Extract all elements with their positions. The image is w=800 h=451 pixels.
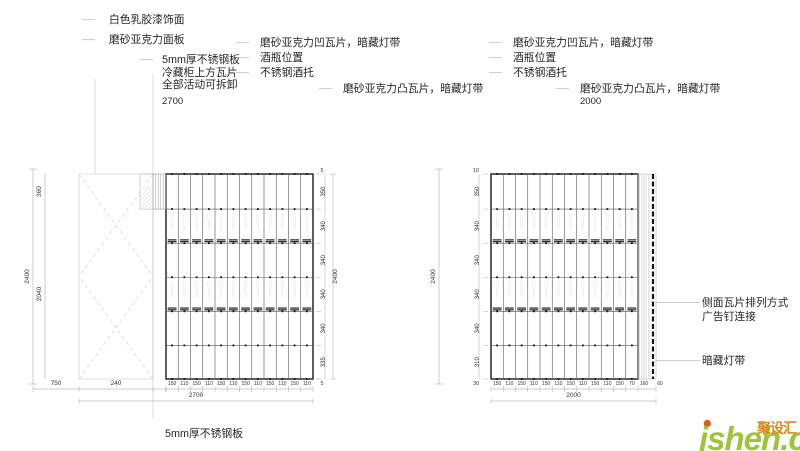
- svg-text:不锈钢酒托: 不锈钢酒托: [260, 65, 314, 79]
- svg-text:2400: 2400: [332, 269, 339, 284]
- svg-text:110: 110: [205, 381, 213, 387]
- svg-text:2700: 2700: [189, 392, 204, 399]
- svg-text:广告钉连接: 广告钉连接: [702, 309, 756, 323]
- svg-text:110: 110: [229, 381, 237, 387]
- svg-text:150: 150: [615, 381, 624, 387]
- svg-text:150: 150: [217, 381, 226, 387]
- svg-text:335: 335: [321, 357, 327, 368]
- svg-text:150: 150: [168, 381, 177, 387]
- svg-text:110: 110: [603, 381, 611, 387]
- svg-text:磨砂亚克力凹瓦片，暗藏灯带: 磨砂亚克力凹瓦片，暗藏灯带: [260, 35, 401, 49]
- svg-text:冷藏柜上方瓦片: 冷藏柜上方瓦片: [162, 65, 238, 79]
- svg-text:150: 150: [493, 381, 502, 387]
- svg-text:150: 150: [266, 381, 275, 387]
- svg-text:60: 60: [657, 381, 663, 387]
- svg-text:磨砂亚克力凸瓦片，暗藏灯带: 磨砂亚克力凸瓦片，暗藏灯带: [343, 81, 484, 95]
- svg-text:110: 110: [505, 381, 513, 387]
- svg-text:110: 110: [303, 381, 311, 387]
- svg-text:30: 30: [473, 381, 479, 387]
- svg-text:2040: 2040: [36, 286, 43, 301]
- svg-text:110: 110: [254, 381, 262, 387]
- svg-text:5: 5: [320, 381, 323, 387]
- svg-text:310: 310: [475, 357, 481, 368]
- svg-text:150: 150: [241, 381, 250, 387]
- svg-text:150: 150: [542, 381, 551, 387]
- svg-text:5mm厚不锈钢板: 5mm厚不锈钢板: [162, 52, 240, 66]
- svg-text:2000: 2000: [566, 392, 581, 399]
- svg-text:白色乳胶漆饰面: 白色乳胶漆饰面: [109, 12, 185, 26]
- svg-text:160: 160: [640, 381, 649, 387]
- svg-text:340: 340: [475, 220, 481, 231]
- svg-text:10: 10: [473, 168, 479, 174]
- svg-text:350: 350: [475, 186, 481, 197]
- svg-text:340: 340: [475, 289, 481, 300]
- svg-text:150: 150: [517, 381, 526, 387]
- svg-text:暗藏灯带: 暗藏灯带: [702, 353, 745, 367]
- svg-text:5: 5: [320, 168, 323, 174]
- svg-text:聚设汇: 聚设汇: [756, 420, 797, 436]
- svg-text:2400: 2400: [430, 269, 437, 284]
- svg-text:磨砂亚克力凸瓦片，暗藏灯带: 磨砂亚克力凸瓦片，暗藏灯带: [580, 81, 721, 95]
- svg-text:150: 150: [591, 381, 600, 387]
- svg-text:70: 70: [629, 381, 635, 387]
- svg-text:340: 340: [475, 255, 481, 266]
- svg-text:侧面瓦片排列方式: 侧面瓦片排列方式: [702, 295, 789, 309]
- svg-text:150: 150: [290, 381, 299, 387]
- svg-text:110: 110: [180, 381, 188, 387]
- svg-text:360: 360: [36, 186, 43, 197]
- svg-text:磨砂亚克力面板: 磨砂亚克力面板: [109, 32, 185, 46]
- svg-text:340: 340: [321, 289, 327, 300]
- svg-text:110: 110: [530, 381, 538, 387]
- svg-text:110: 110: [278, 381, 286, 387]
- svg-text:2400: 2400: [24, 269, 31, 284]
- svg-text:350: 350: [321, 186, 327, 197]
- svg-text:340: 340: [321, 220, 327, 231]
- svg-text:240: 240: [111, 380, 122, 387]
- svg-text:340: 340: [321, 323, 327, 334]
- svg-text:2000: 2000: [580, 96, 601, 107]
- svg-text:150: 150: [566, 381, 575, 387]
- svg-text:340: 340: [321, 255, 327, 266]
- svg-text:2700: 2700: [162, 96, 183, 107]
- svg-text:5mm厚不锈钢板: 5mm厚不锈钢板: [165, 426, 243, 440]
- svg-text:110: 110: [554, 381, 562, 387]
- svg-text:750: 750: [51, 380, 62, 387]
- svg-text:酒瓶位置: 酒瓶位置: [260, 50, 303, 64]
- svg-text:全部活动可拆卸: 全部活动可拆卸: [162, 77, 238, 91]
- svg-text:340: 340: [475, 323, 481, 334]
- svg-text:150: 150: [192, 381, 201, 387]
- svg-text:110: 110: [579, 381, 587, 387]
- svg-text:酒瓶位置: 酒瓶位置: [513, 50, 556, 64]
- svg-text:不锈钢酒托: 不锈钢酒托: [513, 65, 567, 79]
- svg-text:磨砂亚克力凹瓦片，暗藏灯带: 磨砂亚克力凹瓦片，暗藏灯带: [513, 35, 654, 49]
